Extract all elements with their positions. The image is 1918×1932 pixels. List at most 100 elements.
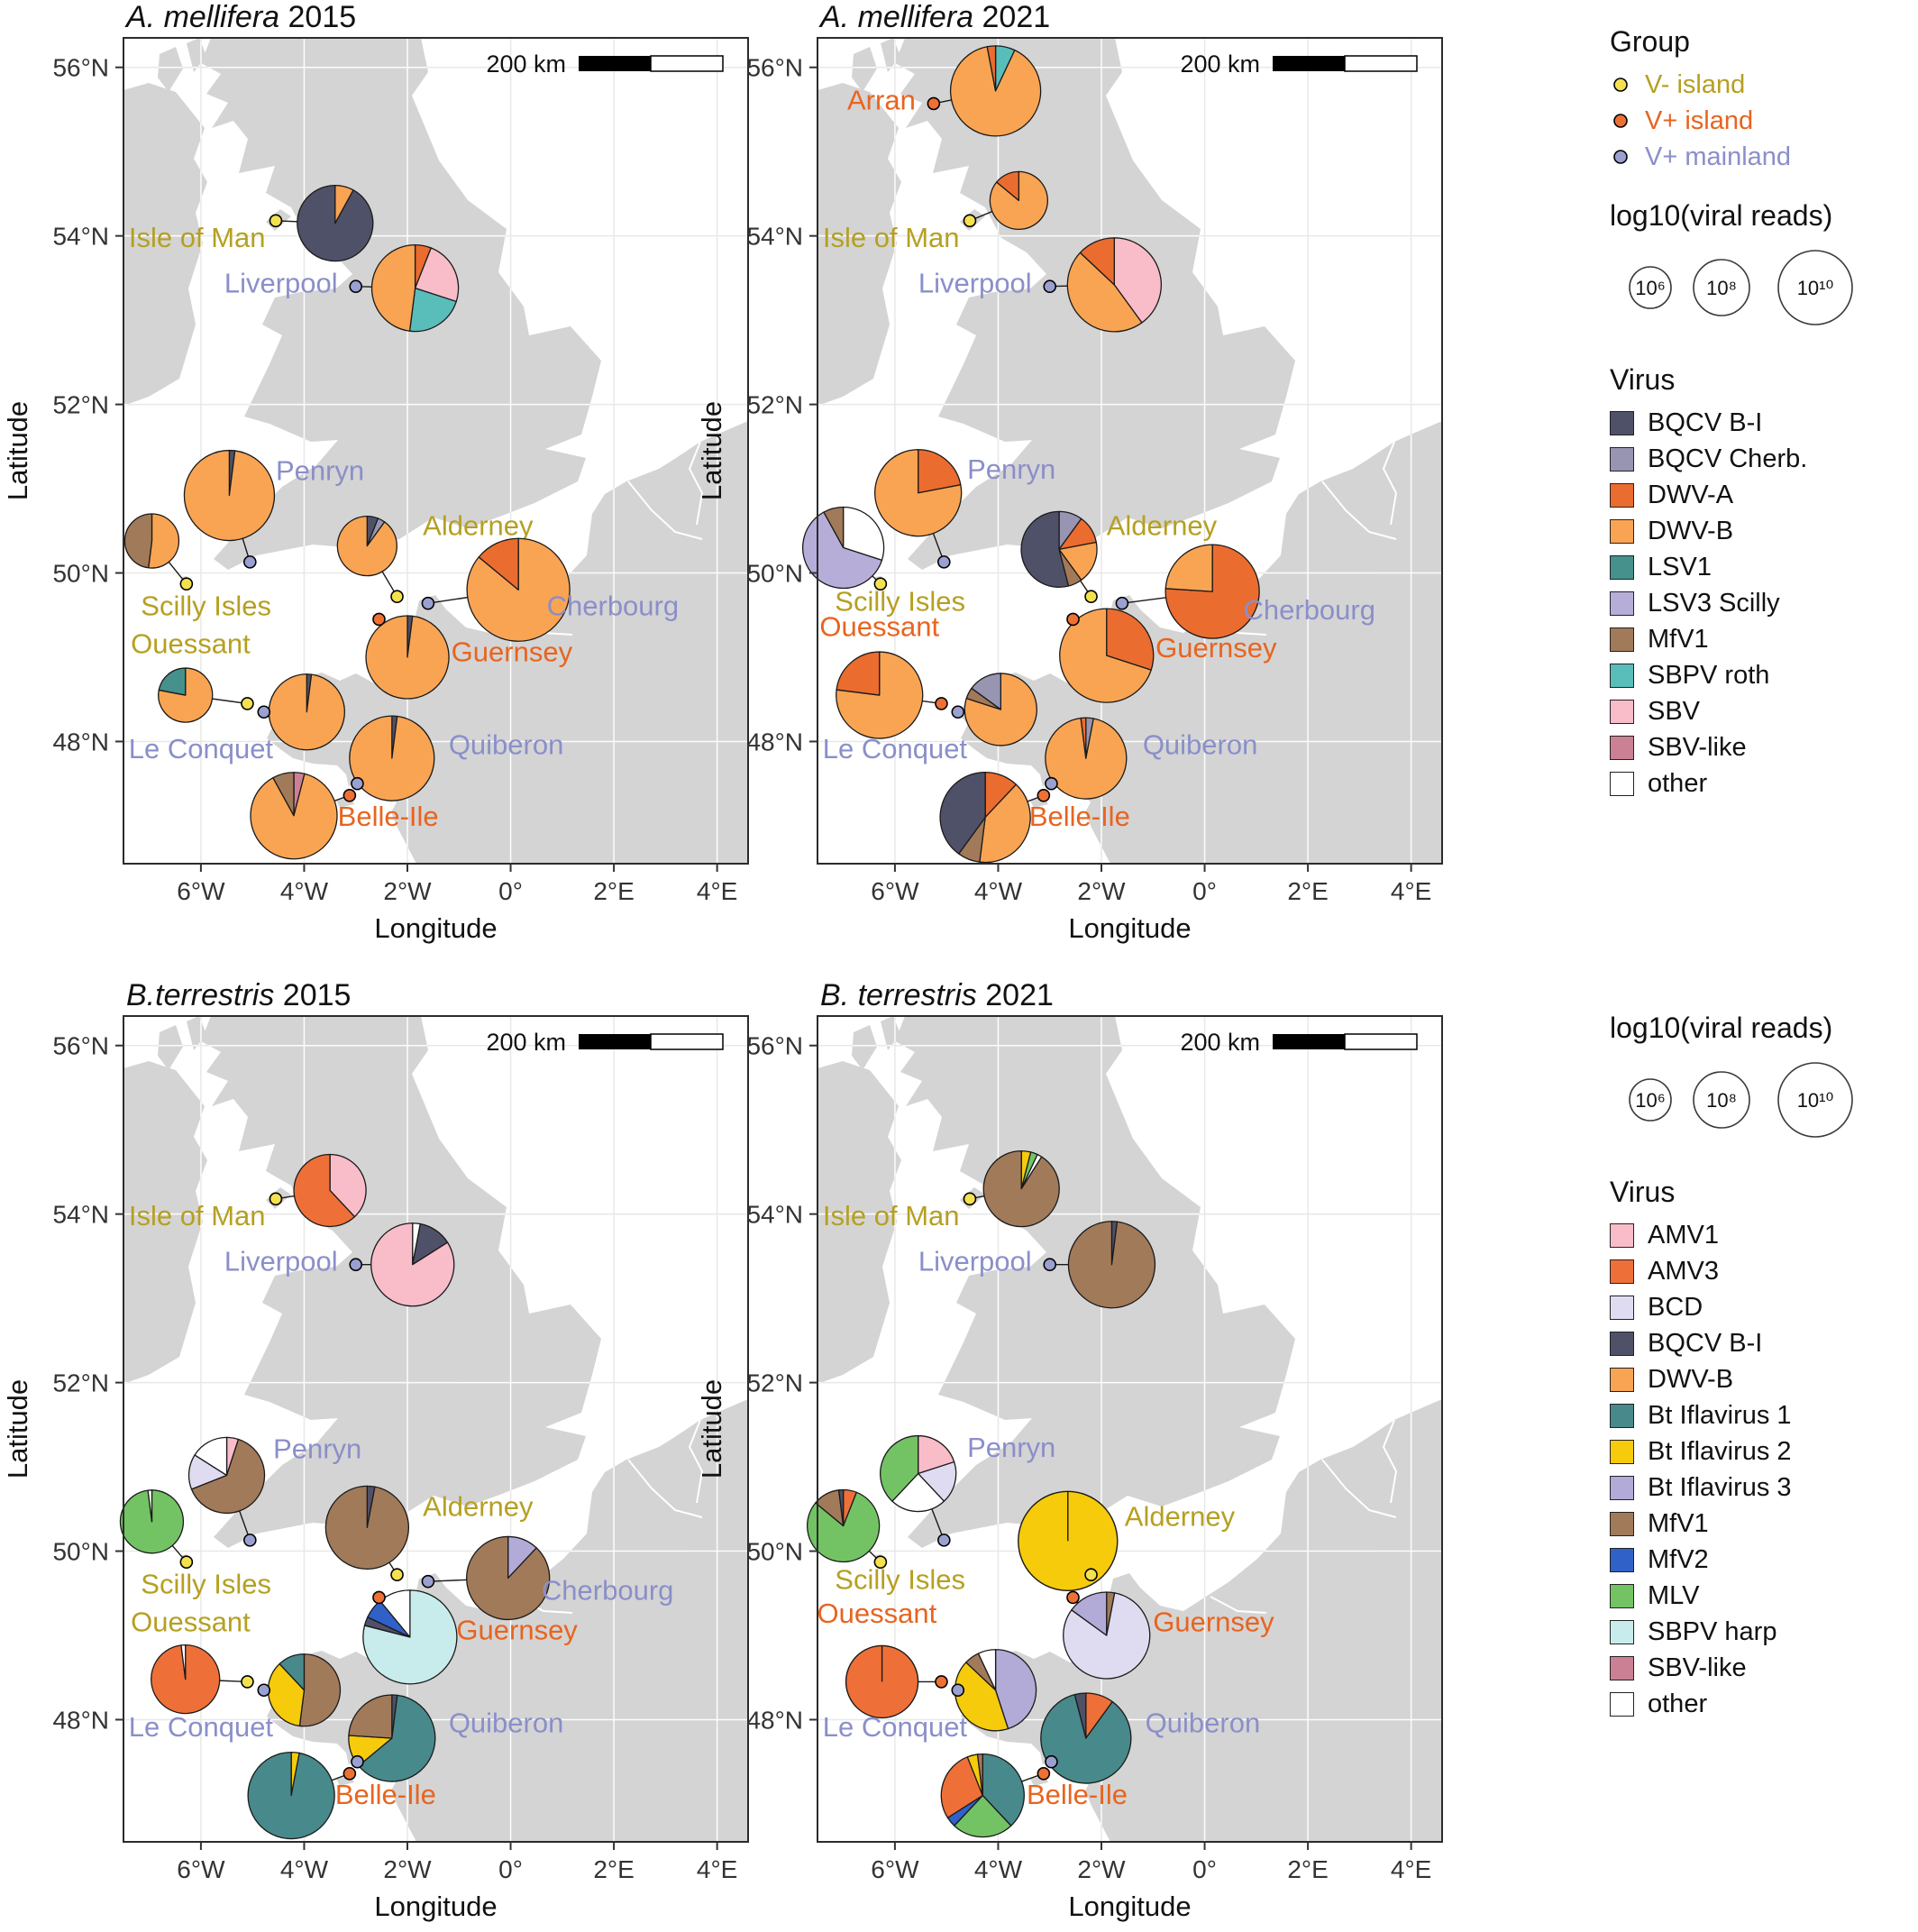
site-scilly-isles: Scilly Isles: [119, 1489, 271, 1599]
virus-legend-label: LSV3 Scilly: [1648, 589, 1780, 618]
virus-legend-label: MLV: [1648, 1581, 1700, 1610]
pie-slice: [977, 1649, 997, 1691]
x-tick-label: 4°E: [1391, 877, 1431, 905]
site-label: Isle of Man: [823, 222, 960, 253]
pie-slice: [976, 1753, 983, 1797]
scale-bar-label: 200 km: [486, 50, 566, 78]
site-marker: [257, 705, 271, 719]
y-tick-label: 56°N: [52, 54, 109, 82]
size-circle: [1629, 266, 1672, 309]
site-marker: [372, 612, 386, 627]
site-cherbourg: Cherbourg: [1115, 544, 1375, 639]
site-alderney: Alderney: [1018, 1490, 1236, 1592]
site-liverpool: Liverpool: [918, 1221, 1156, 1309]
pie-chart: [247, 1751, 335, 1840]
panel-title: A. mellifera 2021: [818, 0, 1050, 34]
map-svg-bt2015: Isle of Man Liverpool Penryn Scilly Isles Al…: [2, 978, 749, 1922]
pie-chart: [123, 513, 180, 569]
site-marker: [937, 1534, 951, 1547]
pie-slice: [297, 184, 374, 262]
site-label: Penryn: [967, 453, 1055, 485]
virus-legend-item-mlv: MLV: [1610, 1580, 1918, 1611]
site-marker: [179, 1555, 194, 1569]
pie-chart: [370, 1222, 455, 1307]
virus-legend-label: DWV-B: [1648, 1365, 1734, 1394]
x-tick-label: 4°W: [280, 877, 329, 905]
pie-slice: [939, 771, 986, 855]
site-marker: [873, 577, 888, 591]
pie-chart: [1045, 717, 1128, 800]
pie-chart: [267, 1653, 342, 1727]
site-guernsey: Guernsey: [1059, 608, 1277, 703]
site-label: Scilly Isles: [141, 590, 271, 621]
virus-legend-item-sbpv-harp: SBPV harp: [1610, 1616, 1918, 1647]
y-tick-label: 48°N: [52, 1706, 109, 1734]
virus-legend-label: MfV1: [1648, 625, 1709, 654]
x-tick-label: 2°W: [1077, 877, 1126, 905]
scale-bar: 200 km: [1180, 1029, 1418, 1056]
virus-legend-item-sbpv-roth: SBPV roth: [1610, 660, 1918, 691]
pie-chart: [982, 1149, 1060, 1228]
size-circle: [1693, 259, 1750, 316]
pie-slice: [1067, 1221, 1156, 1309]
site-label: Guernsey: [452, 636, 573, 668]
pie-slice: [358, 1694, 436, 1782]
sites-layer: Arran Isle of Man Liverpool Penryn Scilly Is…: [801, 45, 1375, 864]
site-ouessant: Ouessant: [817, 1598, 948, 1719]
y-tick-label: 54°N: [746, 1201, 803, 1229]
site-ouessant: Ouessant: [131, 627, 254, 723]
pie-slice: [158, 667, 214, 723]
pie-slice: [1058, 541, 1098, 581]
virus-swatch: [1610, 1583, 1634, 1608]
virus-swatch: [1610, 735, 1634, 760]
virus-legend-item-dwv-a: DWV-A: [1610, 480, 1918, 510]
pie-chart: [324, 1485, 409, 1570]
y-tick-label: 54°N: [746, 223, 803, 251]
pie-chart: [1020, 510, 1098, 589]
size-legend-title: log10(viral reads): [1610, 1012, 1833, 1044]
site-isle-of-man: Isle of Man: [823, 170, 1048, 253]
pie-slice: [158, 667, 187, 696]
y-tick-label: 56°N: [746, 54, 803, 82]
pie-slice: [348, 1694, 393, 1739]
pie-slice: [194, 1436, 228, 1477]
virus-legend-item-bcd: BCD: [1610, 1292, 1918, 1323]
size-circle-label: 10⁶: [1635, 277, 1666, 299]
scale-bar: 200 km: [486, 50, 724, 78]
pie-slice: [1020, 510, 1070, 589]
site-quiberon: Quiberon: [349, 715, 563, 801]
site-liverpool: Liverpool: [224, 1222, 455, 1307]
site-marker: [1084, 1568, 1098, 1582]
site-label: Alderney: [423, 509, 534, 541]
virus-legend-item-bt-iflavirus-1: Bt Iflavirus 1: [1610, 1400, 1918, 1431]
legend-top: Group V- island V+ island V+ mainland log10(…: [1610, 25, 1918, 826]
site-belle-ile: Belle-Ile: [940, 1753, 1128, 1838]
virus-legend-label: BCD: [1648, 1293, 1703, 1322]
virus-swatch: [1610, 771, 1634, 796]
y-tick-label: 56°N: [52, 1032, 109, 1060]
site-alderney: Alderney: [1020, 509, 1218, 604]
virus-legend-label: SBV: [1648, 697, 1701, 726]
y-tick-label: 50°N: [746, 560, 803, 588]
pie-chart: [845, 1644, 919, 1719]
group-dot-icon: [1613, 114, 1628, 128]
site-guernsey: Guernsey: [365, 612, 573, 700]
pie-chart: [801, 506, 885, 590]
site-liverpool: Liverpool: [918, 237, 1162, 333]
site-label: Cherbourg: [1244, 594, 1375, 626]
pie-slice: [918, 449, 962, 494]
country-borders: [1210, 1419, 1398, 1614]
pie-slice: [1164, 544, 1213, 592]
site-marker: [342, 1766, 357, 1781]
virus-legend-label: AMV1: [1648, 1221, 1719, 1250]
virus-swatch: [1610, 1547, 1634, 1572]
scale-bar: 200 km: [1180, 50, 1418, 78]
pie-slice: [807, 1491, 881, 1563]
site-cherbourg: Cherbourg: [421, 537, 679, 642]
site-label: Alderney: [423, 1490, 534, 1522]
site-penryn: Penryn: [183, 449, 364, 569]
virus-legend-item-bqcv-cherb-: BQCV Cherb.: [1610, 444, 1918, 474]
site-le-conquet: Le Conquet: [823, 1649, 1037, 1743]
site-marker: [935, 1675, 948, 1689]
pie-slice: [466, 1535, 551, 1621]
